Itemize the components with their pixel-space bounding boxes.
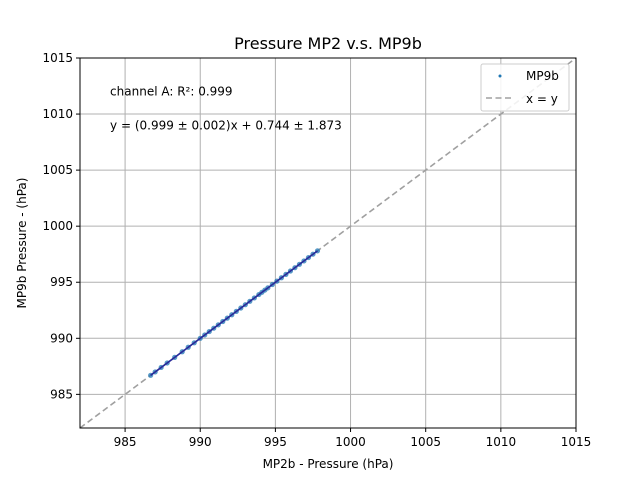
chart-title: Pressure MP2 v.s. MP9b xyxy=(234,34,422,53)
y-axis-ticks: 985 990 995 1000 1005 1010 1015 xyxy=(42,51,80,401)
x-axis-ticks: 985 990 995 1000 1005 1010 1015 xyxy=(114,428,592,449)
x-tick-label: 1000 xyxy=(335,435,366,449)
plot-frame xyxy=(79,57,577,429)
legend-box xyxy=(480,63,570,112)
legend-label-identity: x = y xyxy=(526,92,558,106)
r-squared-annotation: channel A: R²: 0.999 xyxy=(110,85,233,99)
y-tick-label: 1005 xyxy=(42,163,73,177)
y-tick-label: 1015 xyxy=(42,51,73,65)
y-axis-label: MP9b Pressure - (hPa) xyxy=(15,178,29,309)
x-tick-label: 995 xyxy=(264,435,287,449)
legend-label-mp9b: MP9b xyxy=(526,69,559,83)
legend: MP9b x = y xyxy=(480,63,570,112)
y-tick-label: 995 xyxy=(50,275,73,289)
identity-line xyxy=(79,57,577,429)
x-tick-label: 1010 xyxy=(486,435,517,449)
fit-equation-annotation: y = (0.999 ± 0.002)x + 0.744 ± 1.873 xyxy=(110,118,342,132)
x-tick-label: 990 xyxy=(189,435,212,449)
fit-line xyxy=(150,250,318,376)
y-tick-label: 985 xyxy=(50,387,73,401)
x-axis-label: MP2b - Pressure (hPa) xyxy=(263,457,394,471)
y-tick-label: 990 xyxy=(50,331,73,345)
x-tick-label: 985 xyxy=(114,435,137,449)
legend-marker-mp9b xyxy=(498,74,502,78)
y-tick-label: 1010 xyxy=(42,107,73,121)
x-tick-label: 1015 xyxy=(561,435,592,449)
y-tick-label: 1000 xyxy=(42,219,73,233)
x-tick-label: 1005 xyxy=(410,435,441,449)
